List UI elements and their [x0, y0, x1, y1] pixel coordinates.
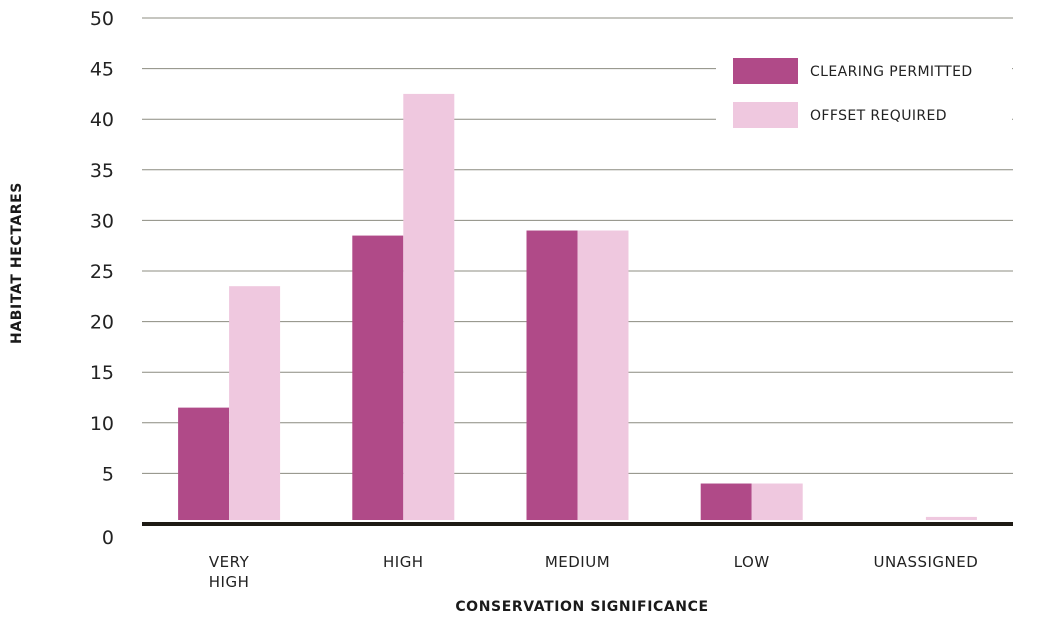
x-category-label: VERY HIGH	[209, 553, 250, 591]
y-tick-label: 5	[102, 463, 114, 485]
x-category-labels: VERY HIGH HIGH MEDIUM LOW UNASSIGNED	[209, 553, 978, 591]
x-category-label: LOW	[734, 553, 770, 571]
y-tick-label: 0	[102, 527, 114, 549]
y-tick-label: 25	[90, 261, 114, 283]
x-category-label: HIGH	[383, 553, 424, 571]
y-tick-label: 40	[90, 109, 114, 131]
y-tick-label: 20	[90, 312, 114, 334]
bar-offset-required	[925, 516, 977, 520]
y-tick-label: 45	[90, 59, 114, 81]
x-axis-title: CONSERVATION SIGNIFICANCE	[455, 599, 708, 615]
y-tick-label: 35	[90, 160, 114, 182]
y-axis-title: HABITAT HECTARES	[9, 182, 25, 344]
bars	[178, 93, 977, 521]
y-tick-label: 50	[90, 8, 114, 30]
bar-clearing-permitted	[700, 483, 752, 520]
bar-offset-required	[751, 483, 803, 520]
bar-offset-required	[577, 230, 629, 520]
bar-offset-required	[229, 286, 281, 520]
legend-swatch	[733, 58, 798, 84]
x-category-label: MEDIUM	[545, 553, 610, 571]
legend: CLEARING PERMITTED OFFSET REQUIRED	[716, 50, 1012, 140]
legend-swatch	[733, 102, 798, 128]
x-category-label: UNASSIGNED	[873, 553, 978, 571]
y-tick-label: 10	[90, 413, 114, 435]
bar-clearing-permitted	[526, 230, 578, 520]
bar-offset-required	[403, 93, 455, 521]
y-tick-label: 15	[90, 362, 114, 384]
y-tick-labels: 0 5 10 15 20 25 30 35 40 45 50	[90, 8, 114, 549]
bar-clearing-permitted	[352, 235, 404, 520]
legend-label: OFFSET REQUIRED	[810, 108, 947, 124]
y-tick-label: 30	[90, 210, 114, 232]
bar-clearing-permitted	[178, 407, 230, 520]
legend-label: CLEARING PERMITTED	[810, 64, 973, 80]
